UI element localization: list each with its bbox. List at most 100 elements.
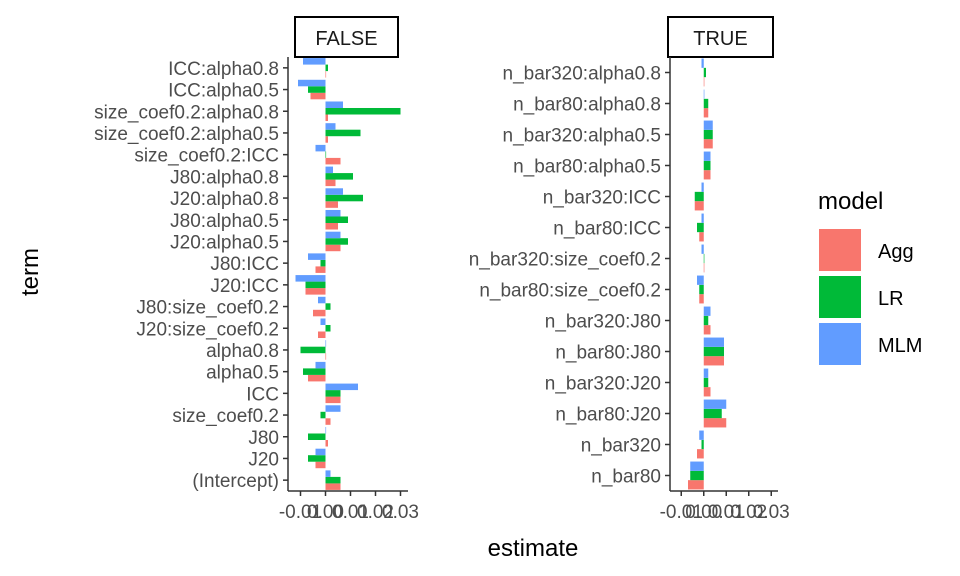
y-tick-label: J80:ICC — [210, 254, 279, 275]
x-tick-label: 0.02 — [357, 502, 394, 523]
bar-lr — [694, 191, 704, 202]
legend-key-agg — [819, 229, 861, 271]
y-tick-label: n_bar320:J20 — [545, 374, 661, 395]
bar-agg — [325, 396, 341, 404]
x-tick-label: 0.01 — [708, 502, 745, 523]
bar-lr — [305, 281, 326, 289]
y-tick-label: n_bar80:ICC — [553, 219, 661, 240]
bar-agg — [325, 114, 328, 122]
bar-agg — [315, 266, 326, 273]
bar-mlm — [703, 368, 709, 378]
panel-true: TRUE n_bar320:alpha0.8 n_bar80:alpha0.8 n_b… — [469, 16, 790, 523]
bar-lr — [325, 107, 401, 115]
y-tick-label: ICC:alpha0.8 — [168, 59, 279, 80]
bar-agg — [703, 263, 705, 273]
bar-lr — [303, 368, 326, 375]
bar-agg — [688, 480, 704, 490]
legend-title: model — [818, 188, 883, 215]
bar-agg — [308, 374, 326, 382]
facet-strip-label: FALSE — [315, 28, 377, 50]
bar-lr — [703, 377, 709, 388]
y-tick-label: n_bar320:alpha0.8 — [503, 64, 661, 85]
x-tick-label: -0.01 — [660, 502, 703, 523]
bar-agg — [325, 201, 338, 208]
legend-label-agg: Agg — [878, 241, 914, 263]
bar-mlm — [703, 120, 713, 130]
bar-mlm — [325, 383, 358, 391]
bar-mlm — [325, 188, 343, 195]
y-tick-label: n_bar80:J80 — [555, 343, 661, 364]
bar-lr — [325, 216, 348, 224]
bar-mlm — [315, 144, 326, 152]
bar-mlm — [701, 182, 704, 192]
bar-agg — [703, 387, 711, 397]
panel-false: FALSEICC:alpha0.8ICC:alpha0.5size_coef0.… — [94, 16, 419, 523]
bar-mlm — [318, 296, 326, 304]
y-tick-label: J80 — [248, 428, 279, 449]
bar-lr — [703, 98, 709, 109]
y-tick-label: size_coef0.2:alpha0.5 — [94, 124, 279, 145]
bar-lr — [325, 238, 348, 245]
y-tick-label: J20:alpha0.5 — [170, 232, 279, 253]
bar-agg — [699, 232, 704, 242]
x-tick-label: 0.02 — [730, 502, 767, 523]
y-tick-label: n_bar320:ICC — [543, 188, 661, 209]
bar-lr — [325, 303, 331, 310]
bar-agg — [325, 353, 327, 360]
bar-lr — [703, 160, 711, 171]
y-tick-label: J80:alpha0.8 — [170, 167, 279, 188]
y-tick-label: n_bar80 — [591, 467, 661, 488]
bar-agg — [325, 136, 328, 143]
bar-mlm — [699, 430, 704, 440]
bar-mlm — [320, 318, 326, 325]
bar-mlm — [298, 79, 326, 87]
y-tick-label: alpha0.5 — [206, 363, 279, 384]
bar-mlm — [303, 58, 326, 65]
bar-lr — [325, 476, 341, 484]
bar-lr — [703, 129, 713, 140]
y-tick-label: size_coef0.2 — [172, 406, 279, 427]
bar-lr — [701, 439, 704, 450]
bar-agg — [703, 77, 705, 87]
x-axis-title: estimate — [488, 535, 579, 562]
bar-mlm — [315, 448, 326, 456]
y-tick-label: (Intercept) — [192, 471, 279, 492]
bar-mlm — [325, 426, 327, 434]
y-tick-label: n_bar320 — [581, 436, 661, 457]
bar-lr — [325, 194, 363, 202]
bar-agg — [305, 288, 326, 295]
bar-agg — [697, 449, 704, 459]
bar-agg — [703, 170, 711, 180]
y-tick-label: n_bar320:J80 — [545, 312, 661, 333]
bar-lr — [320, 259, 326, 267]
bar-lr — [308, 433, 326, 441]
y-tick-label: n_bar320:size_coef0.2 — [469, 250, 661, 271]
y-tick-label: n_bar320:alpha0.5 — [503, 126, 661, 147]
y-tick-label: n_bar80:size_coef0.2 — [479, 281, 661, 302]
panels: FALSEICC:alpha0.8ICC:alpha0.5size_coef0.… — [94, 16, 790, 523]
bar-lr — [697, 222, 704, 233]
bar-mlm — [701, 58, 704, 68]
x-tick-label: 0.01 — [332, 502, 369, 523]
legend-key-lr — [819, 276, 861, 318]
legend-key-mlm — [819, 323, 861, 365]
bar-lr — [699, 284, 704, 295]
facet-strip-label: TRUE — [693, 28, 747, 50]
y-axis-title: term — [17, 248, 44, 296]
bar-agg — [310, 92, 326, 100]
bar-mlm — [325, 470, 331, 477]
bar-agg — [703, 356, 724, 366]
bar-agg — [694, 201, 704, 211]
x-tick-label: 0.03 — [753, 502, 790, 523]
bar-lr — [325, 129, 361, 137]
bar-agg — [325, 71, 327, 78]
bar-mlm — [703, 399, 727, 409]
x-tick-label: 0.00 — [685, 502, 722, 523]
bar-lr — [325, 151, 327, 158]
bar-lr — [325, 173, 353, 180]
bar-agg — [703, 139, 713, 149]
bar-agg — [703, 325, 711, 335]
bar-mlm — [315, 361, 326, 369]
bar-mlm — [295, 275, 326, 282]
